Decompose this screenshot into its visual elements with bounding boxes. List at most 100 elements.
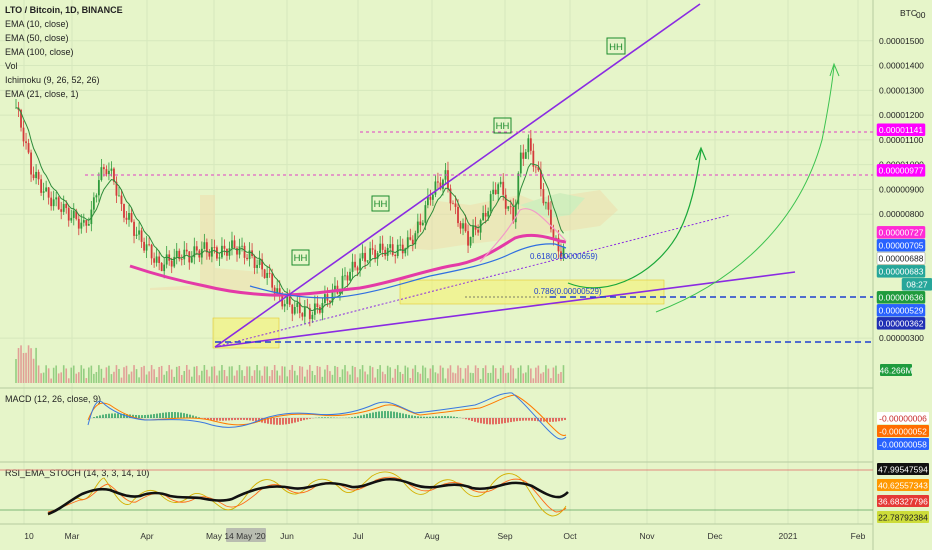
candle-body — [354, 261, 356, 268]
volume-bar — [196, 366, 198, 383]
macd-hist-bar — [276, 418, 278, 425]
candle-body — [499, 181, 502, 185]
volume-bar — [331, 374, 334, 383]
candle-body — [474, 225, 477, 230]
candle-body — [507, 206, 510, 209]
macd-hist-bar — [429, 416, 431, 418]
volume-bar — [100, 368, 103, 383]
candle-body — [236, 248, 238, 255]
volume-bar — [65, 368, 68, 383]
time-axis-label: Dec — [707, 531, 723, 541]
candle-body — [153, 258, 156, 263]
macd-hist-bar — [378, 411, 380, 418]
candle-body — [447, 170, 449, 189]
macd-hist-bar — [384, 411, 386, 418]
volume-bar — [326, 365, 329, 383]
candle-body — [364, 252, 366, 262]
volume-bar — [183, 370, 186, 383]
volume-bar — [233, 375, 236, 383]
price-tag-label: 0.00000705 — [879, 241, 924, 251]
volume-bar — [273, 365, 276, 383]
hh-marker-2: HH — [371, 195, 390, 212]
time-axis-label: Jul — [353, 531, 364, 541]
time-axis-label: Nov — [639, 531, 655, 541]
volume-bar — [336, 366, 339, 383]
candle-body — [537, 166, 540, 171]
volume-bar — [298, 366, 301, 383]
candle-body — [374, 249, 377, 259]
candle-body — [138, 230, 140, 235]
candle-body — [62, 203, 65, 212]
macd-hist-bar — [240, 418, 242, 420]
macd-tag — [877, 425, 929, 437]
price-tag — [876, 291, 926, 304]
projection-arrowhead-long — [829, 62, 840, 77]
rsi-tag-label: 36.68327796 — [878, 496, 928, 506]
macd-hist-bar — [234, 418, 236, 421]
macd-hist-bar — [165, 412, 167, 418]
macd-hist-bar — [477, 418, 479, 423]
candle-body — [175, 250, 178, 257]
volume-bar — [110, 374, 113, 383]
volume-bar — [276, 370, 278, 383]
fib-618-label: 0.618(0.00000659) — [530, 252, 598, 261]
price-tick-label: 0.00001100 — [879, 135, 924, 145]
candle-body — [105, 169, 108, 175]
macd-hist-bar — [408, 414, 410, 418]
candle-body — [216, 247, 218, 259]
candle-body — [208, 252, 211, 257]
volume-bar — [216, 375, 218, 383]
volume-bar — [376, 369, 379, 383]
candle-body — [452, 203, 454, 205]
time-axis-label: Oct — [563, 531, 577, 541]
macd-hist-bar — [186, 413, 188, 418]
volume-bar — [155, 377, 158, 383]
volume-bar — [432, 365, 434, 383]
price-tag-label: 0.00000636 — [879, 293, 924, 303]
macd-hist-bar — [225, 418, 227, 421]
macd-hist-bar — [216, 418, 218, 421]
volume-bar — [381, 371, 384, 383]
volume-bar — [517, 367, 520, 383]
rsi-line — [47, 477, 569, 516]
candle-body — [130, 213, 133, 222]
volume-bar — [32, 358, 35, 383]
macd-hist-bar — [366, 413, 368, 418]
candle-body — [203, 242, 206, 249]
svg-text:HH: HH — [294, 253, 308, 264]
macd-hist-bar — [453, 416, 455, 418]
candle-body — [484, 213, 487, 217]
volume-bar — [364, 371, 366, 383]
macd-hist-bar — [324, 417, 326, 418]
volume-bar — [128, 374, 130, 383]
volume-bar — [145, 374, 148, 383]
volume-bar — [414, 365, 417, 383]
volume-bar — [555, 365, 557, 383]
volume-bar — [354, 367, 356, 383]
rsi-tag-label: 40.62557343 — [878, 480, 928, 490]
volume-bar — [349, 374, 351, 383]
volume-bar — [512, 368, 515, 383]
macd-hist-bar — [291, 418, 293, 424]
candle-body — [389, 244, 392, 248]
macd-hist-bar — [399, 412, 401, 418]
candle-body — [324, 294, 326, 304]
macd-hist-bar — [420, 416, 422, 418]
macd-hist-bar — [120, 413, 122, 418]
volume-bar — [193, 366, 196, 383]
macd-hist-bar — [309, 418, 311, 419]
candle-body — [256, 264, 258, 268]
volume-bar — [316, 366, 319, 383]
candle-body — [243, 245, 246, 258]
candle-body — [268, 272, 271, 274]
candle-body — [449, 188, 452, 204]
macd-hist-bar — [147, 414, 149, 418]
volume-bar — [221, 365, 223, 383]
macd-hist-bar — [531, 418, 533, 421]
volume-bar — [206, 369, 208, 383]
volume-bar — [424, 367, 427, 383]
candle-body — [560, 251, 562, 257]
candle-body — [30, 152, 32, 175]
indicator-label-ema50: EMA (50, close) — [5, 33, 69, 43]
